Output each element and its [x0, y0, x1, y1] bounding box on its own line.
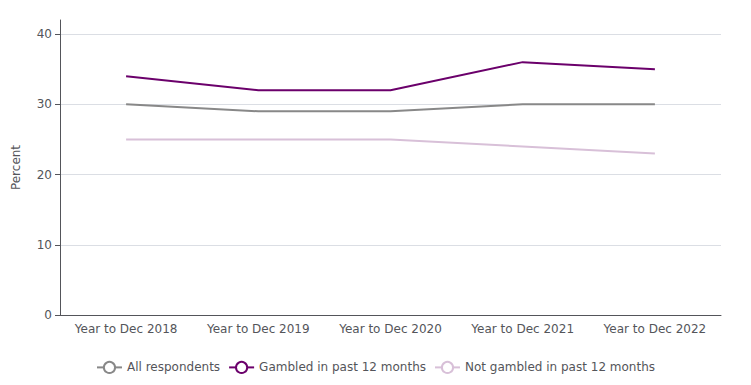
svg-text:Year to Dec 2020: Year to Dec 2020: [338, 322, 442, 336]
svg-text:Year to Dec 2018: Year to Dec 2018: [74, 322, 178, 336]
svg-text:Year to Dec 2019: Year to Dec 2019: [206, 322, 310, 336]
svg-text:Year to Dec 2021: Year to Dec 2021: [470, 322, 574, 336]
svg-text:40: 40: [37, 27, 52, 41]
svg-text:All respondents: All respondents: [127, 360, 220, 374]
svg-text:20: 20: [37, 168, 52, 182]
svg-text:10: 10: [37, 238, 52, 252]
svg-text:0: 0: [44, 308, 52, 322]
svg-text:Not gambled in past 12 months: Not gambled in past 12 months: [465, 360, 655, 374]
svg-text:Year to Dec 2022: Year to Dec 2022: [603, 322, 707, 336]
svg-text:Gambled in past 12 months: Gambled in past 12 months: [259, 360, 426, 374]
svg-text:Percent: Percent: [9, 145, 23, 190]
svg-text:30: 30: [37, 97, 52, 111]
